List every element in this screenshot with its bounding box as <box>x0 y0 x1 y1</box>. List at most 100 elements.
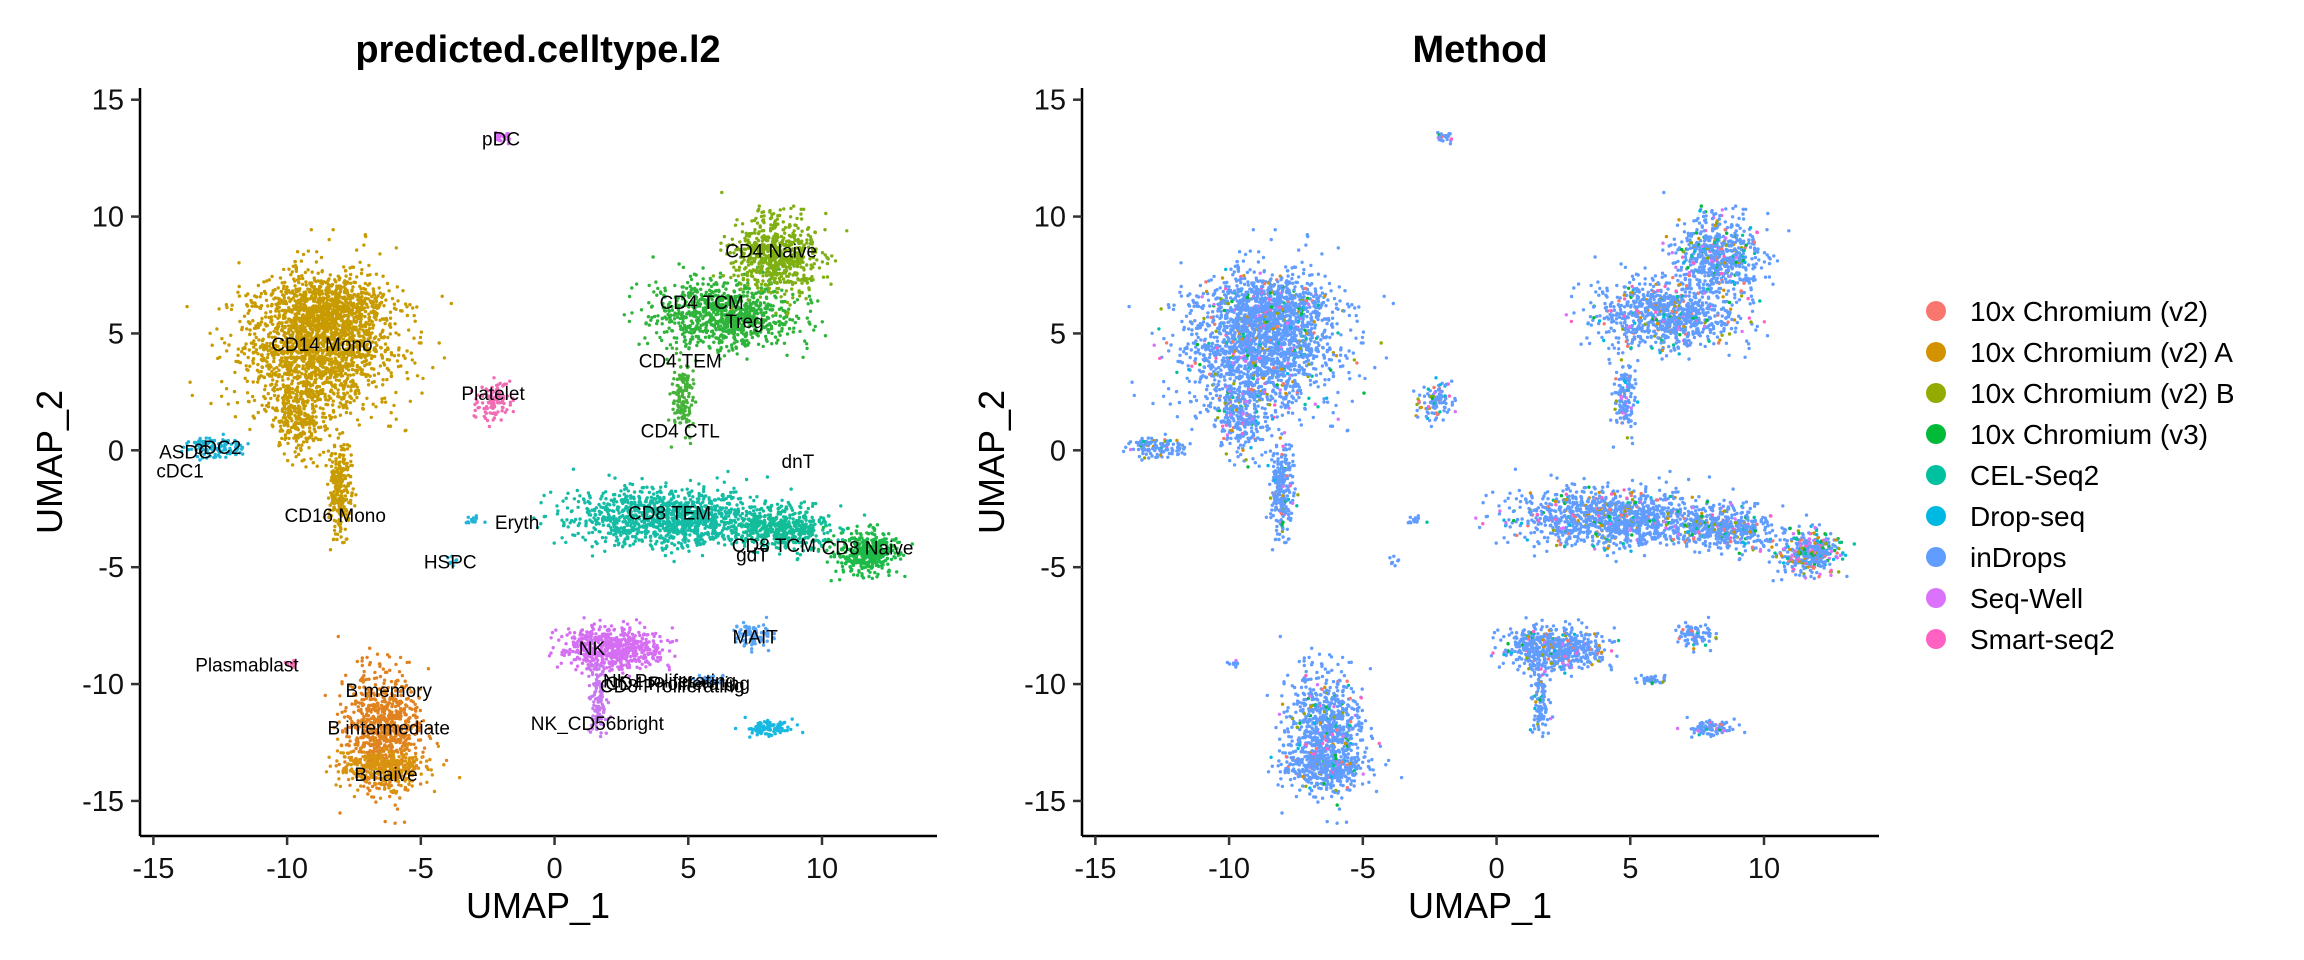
cell-point <box>483 410 487 414</box>
cell-point <box>306 268 310 272</box>
cell-point <box>286 424 290 428</box>
cell-point <box>336 388 340 392</box>
cell-point <box>262 394 266 399</box>
cell-point <box>296 428 300 432</box>
cell-point <box>371 402 375 406</box>
cell-point <box>256 352 260 356</box>
cell-point <box>293 284 297 288</box>
cell-point <box>250 394 255 399</box>
cell-point <box>474 415 478 419</box>
cell-point <box>302 359 306 364</box>
cell-point <box>326 278 330 283</box>
cell-point <box>293 260 297 264</box>
cell-point <box>816 299 820 303</box>
cell-point <box>395 359 400 363</box>
cell-point <box>293 396 297 400</box>
cell-point <box>222 341 227 345</box>
cell-point <box>337 463 341 467</box>
cell-point <box>246 311 250 315</box>
cell-point <box>380 400 384 404</box>
cell-point <box>289 273 293 277</box>
cell-point <box>406 377 410 381</box>
cell-point <box>736 282 740 287</box>
cell-point <box>699 287 703 291</box>
cell-point <box>380 354 384 358</box>
cell-point <box>349 463 353 467</box>
cell-point <box>327 362 332 366</box>
cell-point <box>292 360 296 364</box>
cell-point <box>741 506 745 510</box>
cell-point <box>326 291 331 295</box>
cell-point <box>336 391 340 395</box>
cell-point <box>301 276 305 281</box>
cell-point <box>284 310 288 315</box>
cell-point <box>307 319 311 323</box>
cell-point <box>304 369 308 374</box>
cell-point <box>380 330 384 334</box>
cell-point <box>764 287 768 291</box>
cell-point <box>317 320 321 325</box>
cell-point <box>342 265 346 269</box>
cell-point <box>302 422 306 426</box>
cell-point <box>301 325 306 329</box>
cell-point <box>323 392 327 397</box>
cell-point <box>256 321 260 326</box>
cell-point <box>493 412 497 417</box>
cell-point <box>449 301 453 306</box>
cell-point <box>321 419 326 424</box>
cell-point <box>270 423 274 427</box>
cell-point <box>813 230 817 235</box>
cell-point <box>304 465 308 469</box>
cell-point <box>244 364 248 368</box>
cell-point <box>383 400 388 404</box>
cell-point <box>745 278 750 282</box>
cell-point <box>692 382 696 386</box>
cell-point <box>372 293 377 297</box>
cell-point <box>328 434 332 438</box>
cell-point <box>773 276 777 280</box>
cell-point <box>759 282 764 286</box>
cell-point <box>371 287 375 291</box>
cell-point <box>282 284 286 288</box>
cell-point <box>343 476 348 481</box>
cell-point <box>780 288 784 292</box>
cell-point <box>349 309 354 314</box>
cell-point <box>251 319 255 323</box>
cell-point <box>366 383 371 387</box>
cell-point <box>772 320 776 324</box>
cell-point <box>382 335 387 339</box>
cell-point <box>672 313 677 317</box>
cell-point <box>237 294 242 298</box>
cell-point <box>653 314 657 319</box>
cell-point <box>511 409 515 414</box>
cell-point <box>323 415 328 420</box>
cell-point <box>845 229 849 233</box>
cell-point <box>761 235 766 239</box>
cell-point <box>312 304 316 308</box>
cell-point <box>272 389 276 393</box>
cell-point <box>224 303 229 307</box>
cell-point <box>340 479 344 484</box>
cell-point <box>737 268 741 272</box>
cell-point <box>245 327 249 331</box>
cell-point <box>383 396 387 400</box>
cell-point <box>703 328 707 333</box>
cell-point <box>287 416 292 420</box>
cell-point <box>690 287 694 291</box>
cell-point <box>382 363 387 367</box>
cell-point <box>784 269 789 273</box>
cell-point <box>246 355 250 360</box>
cell-point <box>746 298 750 302</box>
cell-point <box>314 260 319 264</box>
cell-point <box>379 345 383 350</box>
cell-point <box>248 332 252 337</box>
cell-point <box>363 281 367 286</box>
cell-point <box>315 250 319 254</box>
cell-point <box>758 303 763 307</box>
cell-point <box>229 307 234 312</box>
cell-point <box>327 305 332 309</box>
cell-point <box>321 450 326 454</box>
cell-point <box>671 390 675 395</box>
cell-point <box>367 292 371 296</box>
cell-point <box>303 295 308 300</box>
